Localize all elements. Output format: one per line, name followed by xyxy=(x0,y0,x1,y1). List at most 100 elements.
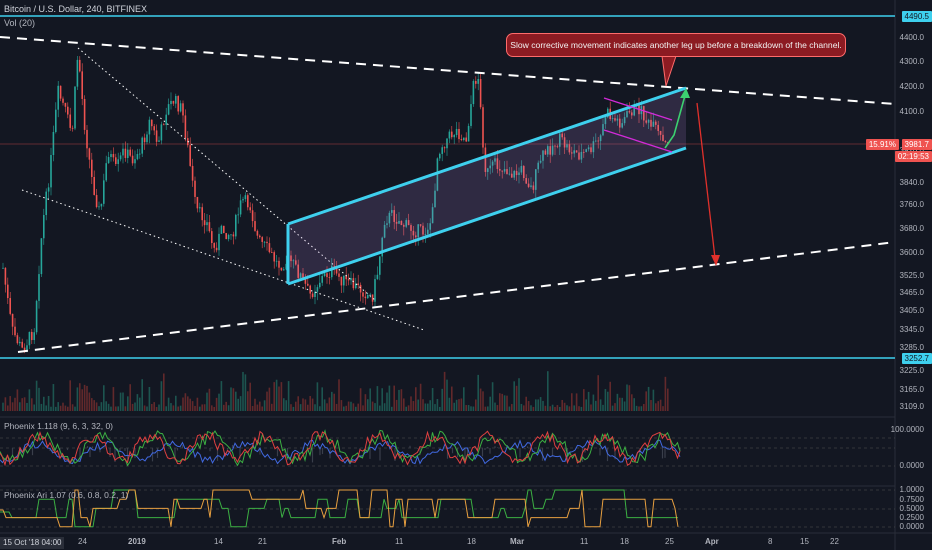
price-candle xyxy=(508,173,511,175)
volume-bar xyxy=(547,371,549,411)
phoenix-indicator-label[interactable]: Phoenix 1.118 (9, 6, 3, 32, 0) xyxy=(4,421,113,431)
volume-bar xyxy=(343,406,345,411)
annotation-callout[interactable]: Slow corrective movement indicates anoth… xyxy=(506,33,846,57)
price-candle xyxy=(499,168,501,171)
volume-bar xyxy=(307,404,309,411)
price-candle xyxy=(333,265,335,267)
volume-bar xyxy=(83,384,86,411)
price-candle xyxy=(160,124,163,141)
volume-bar xyxy=(196,397,199,411)
volume-bar xyxy=(331,391,333,411)
volume-bar xyxy=(633,398,635,411)
volume-bar xyxy=(455,399,458,411)
price-tick-label: 3600.0 xyxy=(899,248,924,257)
price-candle xyxy=(506,169,508,174)
price-candle xyxy=(100,203,103,207)
price-candle xyxy=(599,135,602,142)
oscillator-red-line xyxy=(0,430,681,467)
price-candle xyxy=(458,128,460,140)
volume-bar xyxy=(191,401,194,411)
price-tick-label: 3680.0 xyxy=(899,224,924,233)
volume-bar xyxy=(575,393,578,411)
price-candle xyxy=(163,124,165,126)
price-candle xyxy=(371,294,374,302)
price-candle xyxy=(105,163,107,181)
price-candle xyxy=(311,293,314,297)
time-tick-label: 15 xyxy=(800,537,809,546)
descending-trendline xyxy=(0,36,896,105)
volume-bar xyxy=(412,401,415,411)
volume-bar xyxy=(388,385,391,411)
price-candle xyxy=(391,210,393,213)
volume-bar xyxy=(122,392,124,411)
price-candle xyxy=(28,331,31,346)
price-candle xyxy=(14,326,16,336)
time-tick-label: Mar xyxy=(510,537,525,546)
volume-bar xyxy=(604,389,607,411)
volume-bar xyxy=(227,405,230,411)
phoenix-ari-indicator-label[interactable]: Phoenix Ari 1.07 (0.6, 0.8, 0.2, 1) xyxy=(4,490,129,500)
volume-bar xyxy=(115,406,117,411)
price-candle xyxy=(359,284,362,293)
price-candle xyxy=(271,252,273,253)
volume-bar xyxy=(441,388,443,411)
price-candle xyxy=(496,158,499,169)
price-candle xyxy=(64,102,67,107)
volume-bar xyxy=(23,397,26,411)
price-candle xyxy=(86,129,88,149)
price-candle xyxy=(362,292,364,297)
volume-bar xyxy=(261,406,263,411)
volume-indicator-label[interactable]: Vol (20) xyxy=(4,18,36,28)
price-candle xyxy=(285,263,287,270)
indicator-tick-label: 0.2500 xyxy=(899,513,924,522)
volume-bar xyxy=(50,406,52,411)
volume-bar xyxy=(429,400,431,411)
volume-bar xyxy=(299,404,302,411)
price-candle xyxy=(602,124,604,136)
volume-bar xyxy=(328,397,331,411)
price-candle xyxy=(431,207,434,224)
price-candle xyxy=(23,347,26,352)
price-candle xyxy=(158,140,160,142)
price-candle xyxy=(455,128,458,136)
volume-bar xyxy=(319,406,321,411)
price-tick-label: 3345.0 xyxy=(899,325,924,334)
price-candle xyxy=(489,165,491,169)
volume-bar xyxy=(40,403,43,411)
time-tick-label: 18 xyxy=(620,537,629,546)
price-candle xyxy=(542,150,544,161)
price-candle xyxy=(571,152,573,154)
price-candle xyxy=(659,130,662,135)
volume-bar xyxy=(254,398,256,411)
volume-bar xyxy=(158,404,160,411)
volume-bar xyxy=(503,395,506,411)
price-candle xyxy=(107,157,110,164)
volume-bar xyxy=(232,388,235,411)
price-candle xyxy=(143,137,146,143)
price-candle xyxy=(235,214,237,237)
volume-bar xyxy=(607,391,609,411)
volume-bar xyxy=(494,402,496,411)
price-candle xyxy=(590,147,592,153)
price-candle xyxy=(127,149,129,158)
volume-bar xyxy=(571,393,573,411)
volume-bar xyxy=(443,371,446,411)
price-candle xyxy=(662,134,664,141)
price-candle xyxy=(381,237,383,257)
price-tick-label: 3760.0 xyxy=(899,200,924,209)
current-percent-label: 15.91% xyxy=(865,139,899,150)
price-candle xyxy=(607,108,609,118)
price-candle xyxy=(429,223,431,230)
price-candle xyxy=(343,275,345,286)
volume-bar xyxy=(573,405,575,411)
volume-bar xyxy=(463,387,465,411)
price-candle xyxy=(434,190,436,208)
indicator-tick-label: 0.5000 xyxy=(899,504,924,513)
price-candle xyxy=(535,169,537,190)
price-candle xyxy=(50,155,52,188)
volume-bar xyxy=(458,399,460,411)
volume-bar xyxy=(223,404,225,411)
price-candle xyxy=(547,146,549,155)
